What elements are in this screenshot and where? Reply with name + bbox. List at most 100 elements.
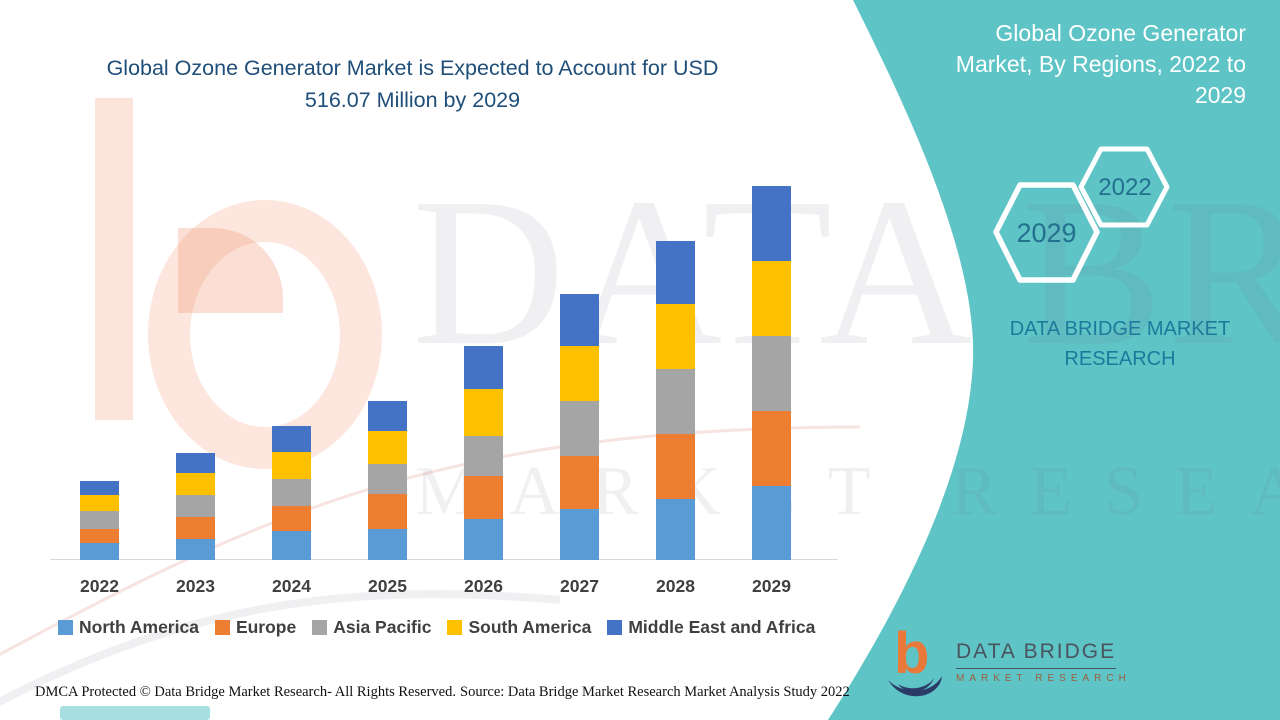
bar-segment-middle-east-and-africa <box>80 480 119 495</box>
x-axis-label-2027: 2027 <box>560 576 599 596</box>
legend-item-north-america: North America <box>58 617 199 638</box>
legend-label: Middle East and Africa <box>628 617 816 637</box>
bar-segment-europe <box>560 455 599 510</box>
bar-segment-north-america <box>368 529 407 560</box>
bar-2029 <box>752 186 791 560</box>
bar-segment-middle-east-and-africa <box>368 400 407 431</box>
hexagon-2029-label: 2029 <box>1016 218 1077 248</box>
bar-segment-europe <box>368 494 407 530</box>
data-bridge-logo-b: b <box>894 621 930 686</box>
legend-item-asia-pacific: Asia Pacific <box>312 617 431 638</box>
hexagon-2029-icon <box>993 182 1100 283</box>
bar-segment-middle-east-and-africa <box>656 240 695 304</box>
legend-item-middle-east-and-africa: Middle East and Africa <box>607 617 815 638</box>
x-axis-label-2028: 2028 <box>656 576 695 596</box>
bar-segment-north-america <box>560 509 599 560</box>
logo-subtitle: MARKET RESEARCH <box>956 673 1131 684</box>
legend-label: Asia Pacific <box>333 617 432 637</box>
chart-legend: North America Europe Asia Pacific South Ame… <box>58 617 815 638</box>
footer-dmca-text: DMCA Protected © Data Bridge Market Rese… <box>35 684 456 700</box>
hexagon-2022-label: 2022 <box>1098 174 1152 201</box>
bar-2022 <box>80 480 119 560</box>
bar-segment-europe <box>656 434 695 500</box>
legend-label: Europe <box>235 617 297 637</box>
bar-2027 <box>560 294 599 560</box>
bar-segment-south-america <box>80 494 119 511</box>
brand-text-line2: RESEARCH <box>1064 348 1176 370</box>
watermark-text-top: DATA BRIDGE <box>412 154 1280 389</box>
bar-2024 <box>272 425 311 560</box>
bar-segment-middle-east-and-africa <box>752 186 791 261</box>
x-axis-line <box>50 559 838 560</box>
bar-segment-europe <box>80 529 119 544</box>
brand-text-right: DATA BRIDGE MARKET RESEARCH <box>990 314 1250 374</box>
bar-segment-asia-pacific <box>464 435 503 476</box>
legend-item-south-america: South America <box>447 617 591 638</box>
bar-segment-asia-pacific <box>80 510 119 530</box>
hexagon-2022-icon <box>1078 146 1170 228</box>
bar-segment-asia-pacific <box>176 494 215 518</box>
watermark-text-bottom: MARKET RESEARCH <box>415 453 1280 530</box>
bar-segment-south-america <box>656 304 695 370</box>
x-axis-label-2026: 2026 <box>464 576 503 596</box>
bar-segment-north-america <box>176 539 215 560</box>
bar-segment-south-america <box>464 389 503 436</box>
bar-segment-asia-pacific <box>368 464 407 495</box>
bar-segment-south-america <box>176 473 215 495</box>
bar-2028 <box>656 240 695 560</box>
bar-segment-north-america <box>272 530 311 560</box>
legend-label: North America <box>79 617 199 637</box>
legend-swatch-icon <box>58 620 73 635</box>
x-axis-label-2024: 2024 <box>272 576 311 596</box>
watermark-logo-stripe <box>95 98 133 420</box>
bar-segment-middle-east-and-africa <box>176 452 215 474</box>
bar-2026 <box>464 345 503 560</box>
side-panel-heading: Global Ozone Generator Market, By Region… <box>916 18 1246 111</box>
side-panel-heading-line3: 2029 <box>1194 82 1246 108</box>
bar-segment-middle-east-and-africa <box>560 294 599 346</box>
legend-swatch-icon <box>214 620 230 635</box>
x-axis-label-2022: 2022 <box>80 576 119 596</box>
bar-segment-asia-pacific <box>752 335 791 411</box>
bar-2023 <box>176 452 215 560</box>
brand-text-line1: DATA BRIDGE MARKET <box>1009 318 1231 340</box>
side-panel-heading-line1: Global Ozone Generator <box>995 20 1246 46</box>
teal-smudge-decoration <box>60 706 210 720</box>
logo-title: DATA BRIDGE <box>956 640 1117 669</box>
page-title-line2: 516.07 Million by 2029 <box>304 88 521 112</box>
bar-segment-europe <box>752 410 791 486</box>
bar-segment-north-america <box>80 543 119 560</box>
bar-segment-north-america <box>752 485 791 560</box>
legend-swatch-icon <box>447 620 463 635</box>
legend-label: South America <box>468 617 592 637</box>
side-panel-heading-line2: Market, By Regions, 2022 to <box>955 51 1246 77</box>
bar-segment-middle-east-and-africa <box>464 345 503 390</box>
bar-segment-asia-pacific <box>272 479 311 506</box>
bar-segment-south-america <box>752 260 791 336</box>
page-title: Global Ozone Generator Market is Expecte… <box>65 52 760 116</box>
bar-segment-south-america <box>560 345 599 401</box>
footer-source-text: Source: Data Bridge Market Research Mark… <box>460 684 850 700</box>
bar-segment-europe <box>464 475 503 520</box>
bar-segment-north-america <box>464 519 503 560</box>
x-axis-label-2023: 2023 <box>176 576 215 596</box>
bar-segment-asia-pacific <box>560 400 599 456</box>
bar-segment-europe <box>272 505 311 531</box>
data-bridge-logo: b DATA BRIDGE MARKET RESEARCH <box>884 621 1214 707</box>
legend-item-europe: Europe <box>214 617 297 638</box>
data-bridge-logo-icon: b <box>884 621 946 702</box>
bar-segment-south-america <box>368 430 407 465</box>
bar-segment-asia-pacific <box>656 369 695 435</box>
page-title-line1: Global Ozone Generator Market is Expecte… <box>106 56 719 80</box>
bar-segment-south-america <box>272 452 311 480</box>
bar-segment-europe <box>176 517 215 540</box>
x-axis-label-2025: 2025 <box>368 576 407 596</box>
x-axis-label-2029: 2029 <box>752 576 791 596</box>
legend-swatch-icon <box>607 620 623 635</box>
legend-swatch-icon <box>312 620 328 635</box>
bar-segment-middle-east-and-africa <box>272 425 311 453</box>
bar-segment-north-america <box>656 499 695 560</box>
